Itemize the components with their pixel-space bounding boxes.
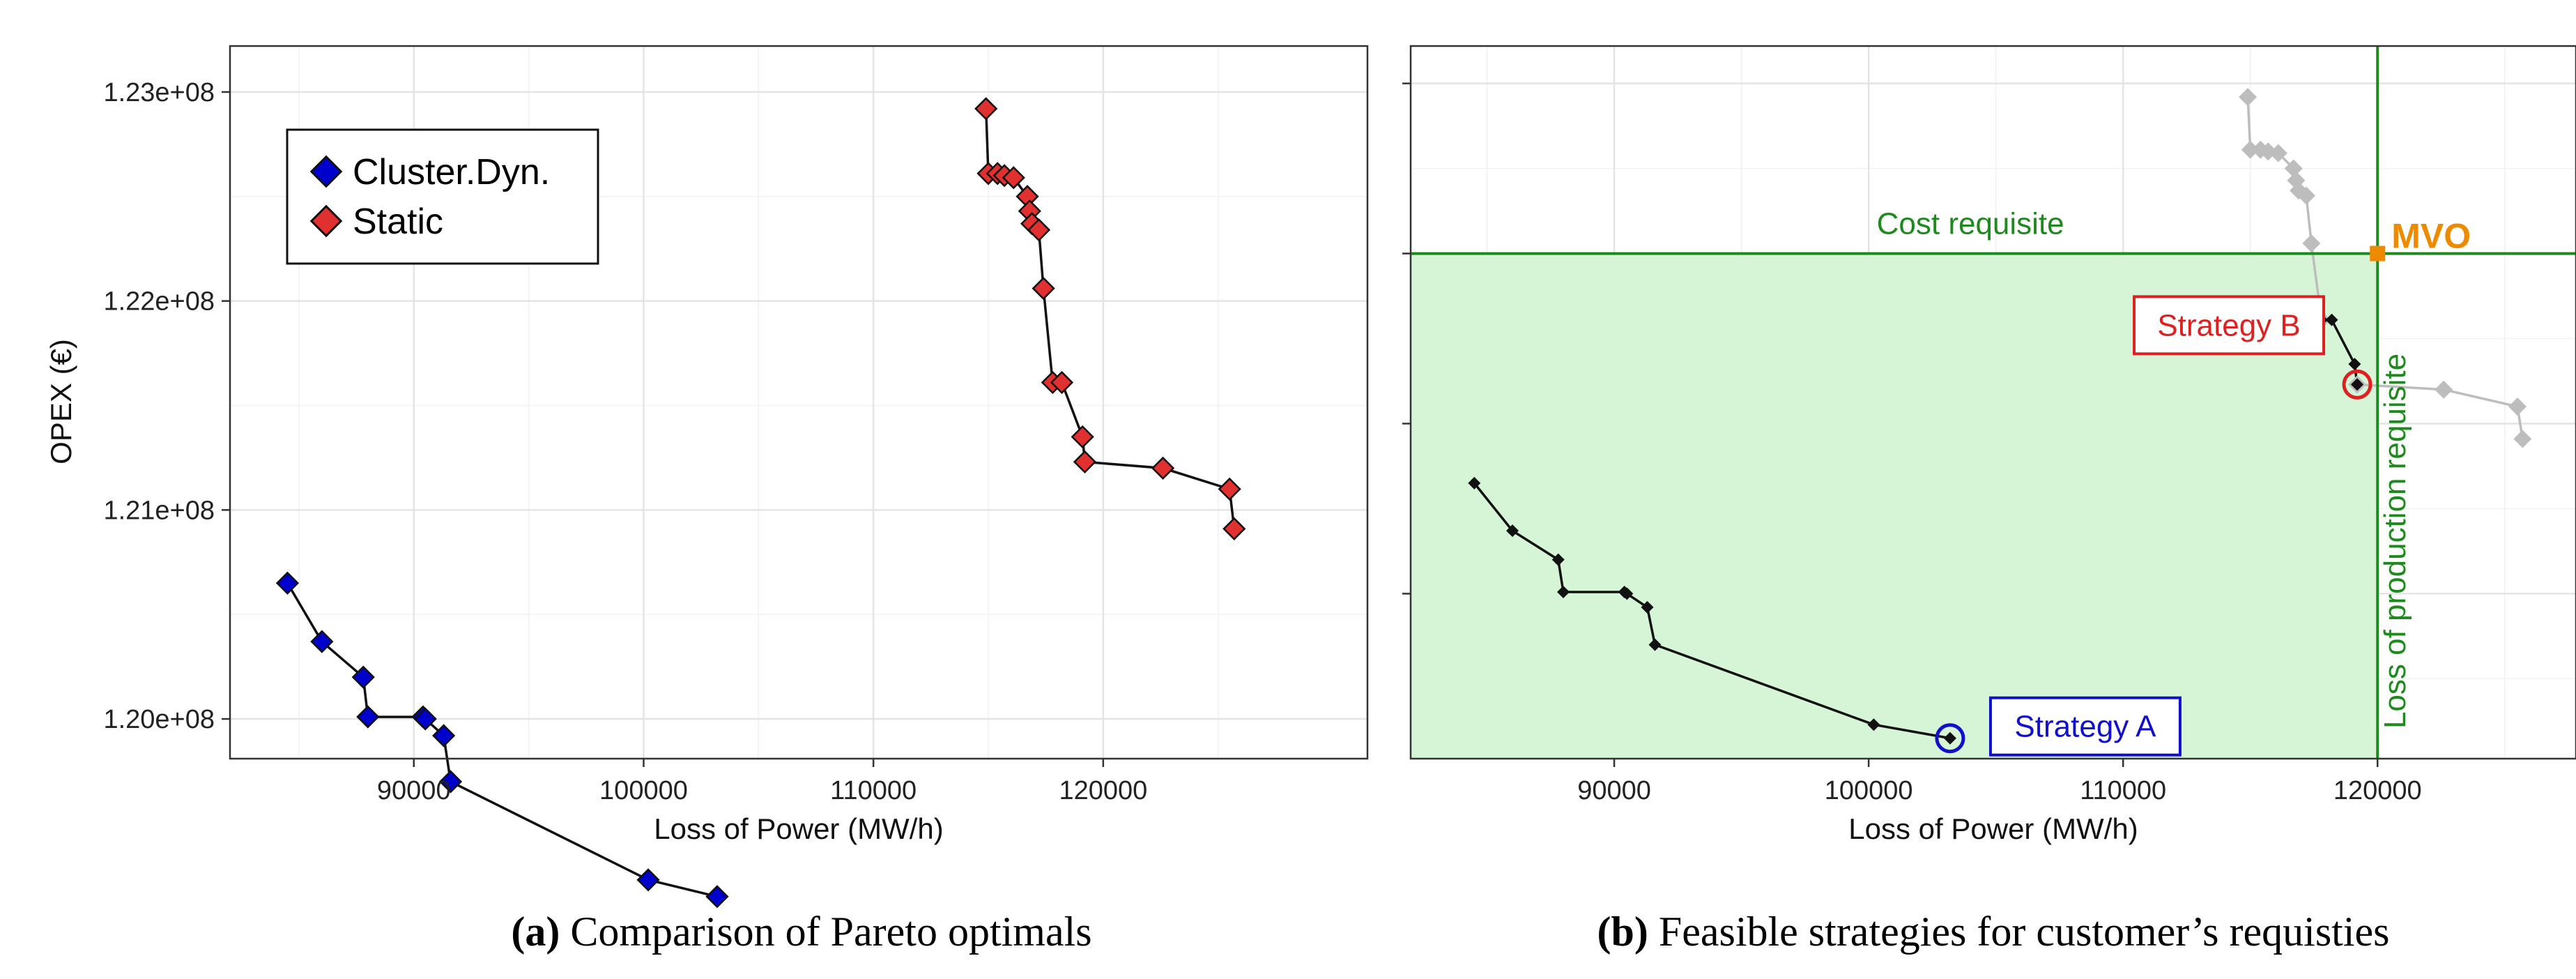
data-point	[974, 97, 998, 121]
data-point	[1073, 450, 1097, 474]
strategy-circle	[1935, 723, 1965, 754]
y-tick-label: 1.21e+08	[103, 496, 215, 525]
data-point	[2508, 397, 2527, 416]
data-point	[1648, 638, 1662, 651]
data-point	[1071, 425, 1094, 449]
data-point	[2435, 380, 2453, 399]
mvo-label: MVO	[2391, 217, 2471, 256]
axis-ticks: 90000 100000 110000 120000 1.20e+08 1.21e+08 1…	[103, 78, 1147, 805]
x-tick-label: 90000	[1577, 776, 1651, 805]
legend-marker-cluster-dyn	[309, 155, 343, 188]
x-axis-title: Loss of Power (MW/h)	[1848, 812, 2138, 845]
strategies: Strategy A Strategy B	[1935, 295, 2372, 757]
series-layer	[275, 97, 1246, 909]
series-line	[2356, 383, 2524, 439]
panel-b: MVO Cost requisite Loss of production re…	[1402, 45, 2576, 955]
data-point	[2348, 358, 2361, 371]
y-tick-label: 1.20e+08	[103, 705, 215, 734]
mvo-marker	[2370, 245, 2386, 261]
x-tick-label: 110000	[2080, 776, 2166, 805]
production-requisite-label: Loss of production requisite	[2378, 354, 2412, 729]
data-point	[1027, 218, 1051, 242]
x-tick-label: 120000	[2333, 776, 2422, 805]
axis-ticks: 90000 100000 110000 120000	[1402, 82, 2422, 805]
data-point	[2239, 88, 2257, 107]
caption-a-label: (a)	[511, 909, 560, 955]
data-point	[1151, 456, 1175, 480]
legend-box	[286, 128, 599, 265]
data-point	[1943, 731, 1956, 745]
data-point	[2297, 186, 2316, 205]
data-point	[1050, 370, 1074, 395]
x-tick-label: 100000	[1825, 776, 1913, 805]
data-point	[705, 885, 729, 909]
data-point	[438, 770, 463, 794]
data-point	[2284, 159, 2303, 178]
x-tick-label: 110000	[830, 776, 917, 805]
caption-a: (a) Comparison of Pareto optimals	[511, 909, 1091, 955]
data-point	[1222, 517, 1246, 540]
caption-a-text: Comparison of Pareto optimals	[560, 909, 1091, 955]
data-point	[1867, 718, 1880, 731]
legend-marker-static	[309, 204, 343, 238]
data-point	[413, 707, 437, 731]
x-tick-label: 100000	[599, 776, 688, 805]
caption-b: (b) Feasible strategies for customer’s r…	[1597, 909, 2390, 955]
legend: Cluster.Dyn. Static	[286, 128, 599, 265]
data-point	[2325, 313, 2338, 326]
data-point	[1506, 524, 1519, 538]
series-layer	[1468, 88, 2532, 745]
x-tick-label: 90000	[377, 776, 451, 805]
data-point	[1620, 587, 1634, 600]
data-point	[1218, 477, 1241, 501]
data-point	[2241, 140, 2260, 159]
caption-b-text: Feasible strategies for customer’s requi…	[1648, 909, 2390, 955]
data-point	[2269, 144, 2287, 162]
plot-frame	[229, 45, 1369, 760]
strategy-label: Strategy A	[2014, 710, 2156, 744]
panel-a: 90000 100000 110000 120000 1.20e+08 1.21e+08 1…	[45, 45, 1369, 955]
data-point	[2513, 430, 2532, 448]
data-point	[636, 868, 660, 892]
x-tick-label: 120000	[1059, 776, 1147, 805]
strategy-label-box	[2133, 295, 2326, 356]
data-point	[1468, 476, 1481, 490]
strategy-label: Strategy B	[2157, 308, 2300, 342]
legend-label-cluster-dyn: Cluster.Dyn.	[353, 152, 550, 192]
data-point	[275, 571, 300, 595]
data-point	[432, 724, 456, 747]
data-point	[2351, 378, 2364, 391]
y-tick-label: 1.22e+08	[103, 287, 215, 317]
strategy-label-box	[1988, 696, 2182, 757]
data-point	[356, 705, 380, 729]
cost-requisite-label: Cost requisite	[1877, 207, 2064, 241]
y-tick-label: 1.23e+08	[103, 78, 215, 107]
x-axis-title: Loss of Power (MW/h)	[654, 812, 943, 845]
data-point	[1551, 553, 1565, 566]
data-point	[1641, 600, 1654, 614]
data-point	[1557, 585, 1570, 598]
data-point	[310, 630, 334, 653]
plot-frame	[1409, 45, 2576, 760]
data-point	[1002, 166, 1025, 190]
data-point	[2302, 234, 2321, 252]
y-axis-title: OPEX (€)	[45, 339, 77, 464]
legend-label-static: Static	[353, 202, 443, 242]
caption-b-label: (b)	[1597, 909, 1648, 955]
data-point	[1032, 277, 1055, 301]
strategy-circle	[2342, 369, 2372, 400]
data-point	[351, 665, 375, 689]
